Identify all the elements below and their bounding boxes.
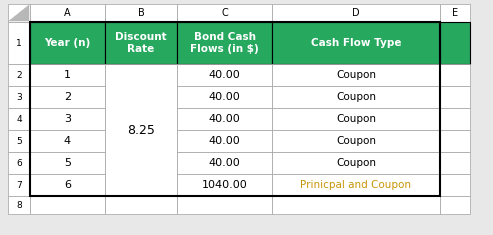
Bar [177,86,272,108]
Text: 7: 7 [16,180,22,189]
Bar [177,174,272,196]
Bar [30,130,105,152]
Bar [30,22,105,64]
Bar [272,108,440,130]
Bar [440,196,470,214]
Bar [440,4,470,22]
Bar [440,108,470,130]
Bar [440,86,470,108]
Text: 4: 4 [64,136,71,146]
Bar [177,196,272,214]
Text: Cash Flow Type: Cash Flow Type [311,38,401,48]
Text: 3: 3 [16,93,22,102]
Text: B: B [138,8,144,18]
Bar [105,196,177,214]
Bar [105,64,177,196]
Bar [105,4,177,22]
Bar [30,196,105,214]
Text: D: D [352,8,360,18]
Bar [440,152,470,174]
Bar [440,22,470,64]
Bar [30,64,105,86]
Bar [177,130,272,152]
Bar [30,152,105,174]
Bar [8,196,30,214]
Bar [272,152,440,174]
Bar [8,130,30,152]
Text: Prinicpal and Coupon: Prinicpal and Coupon [301,180,412,190]
Text: 40.00: 40.00 [209,70,241,80]
Bar [177,108,272,130]
Text: 4: 4 [16,114,22,124]
Text: Coupon: Coupon [336,158,376,168]
Bar [272,174,440,196]
Bar [177,64,272,86]
Bar [440,174,470,196]
Text: 8: 8 [16,200,22,209]
Text: 40.00: 40.00 [209,136,241,146]
Text: 1: 1 [64,70,71,80]
Text: Coupon: Coupon [336,136,376,146]
Text: 5: 5 [16,137,22,145]
Bar [177,4,272,22]
Bar [30,22,440,196]
Text: 2: 2 [64,92,71,102]
Text: 2: 2 [16,70,22,79]
Polygon shape [9,5,29,21]
Text: 6: 6 [64,180,71,190]
Bar [272,22,440,64]
Bar [272,130,440,152]
Bar [440,64,470,86]
Bar [8,4,30,22]
Bar [272,86,440,108]
Text: Discount
Rate: Discount Rate [115,32,167,54]
Bar [30,4,105,22]
Bar [8,86,30,108]
Text: Coupon: Coupon [336,92,376,102]
Bar [30,86,105,108]
Bar [272,64,440,86]
Text: 1040.00: 1040.00 [202,180,247,190]
Text: Year (n): Year (n) [44,38,91,48]
Bar [8,108,30,130]
Bar [8,22,30,64]
Bar [440,130,470,152]
Text: 40.00: 40.00 [209,92,241,102]
Bar [272,4,440,22]
Text: 6: 6 [16,158,22,168]
Bar [105,22,177,64]
Bar [30,108,105,130]
Text: 3: 3 [64,114,71,124]
Bar [8,152,30,174]
Bar [177,22,272,64]
Text: 40.00: 40.00 [209,158,241,168]
Text: 8.25: 8.25 [127,124,155,137]
Text: A: A [64,8,71,18]
Bar [177,152,272,174]
Text: 40.00: 40.00 [209,114,241,124]
Text: C: C [221,8,228,18]
Text: Bond Cash
Flows (in $): Bond Cash Flows (in $) [190,32,259,54]
Text: E: E [452,8,458,18]
Text: 5: 5 [64,158,71,168]
Bar [8,174,30,196]
Text: Coupon: Coupon [336,114,376,124]
Text: Coupon: Coupon [336,70,376,80]
Bar [272,196,440,214]
Text: 1: 1 [16,39,22,47]
Bar [30,174,105,196]
Bar [8,64,30,86]
